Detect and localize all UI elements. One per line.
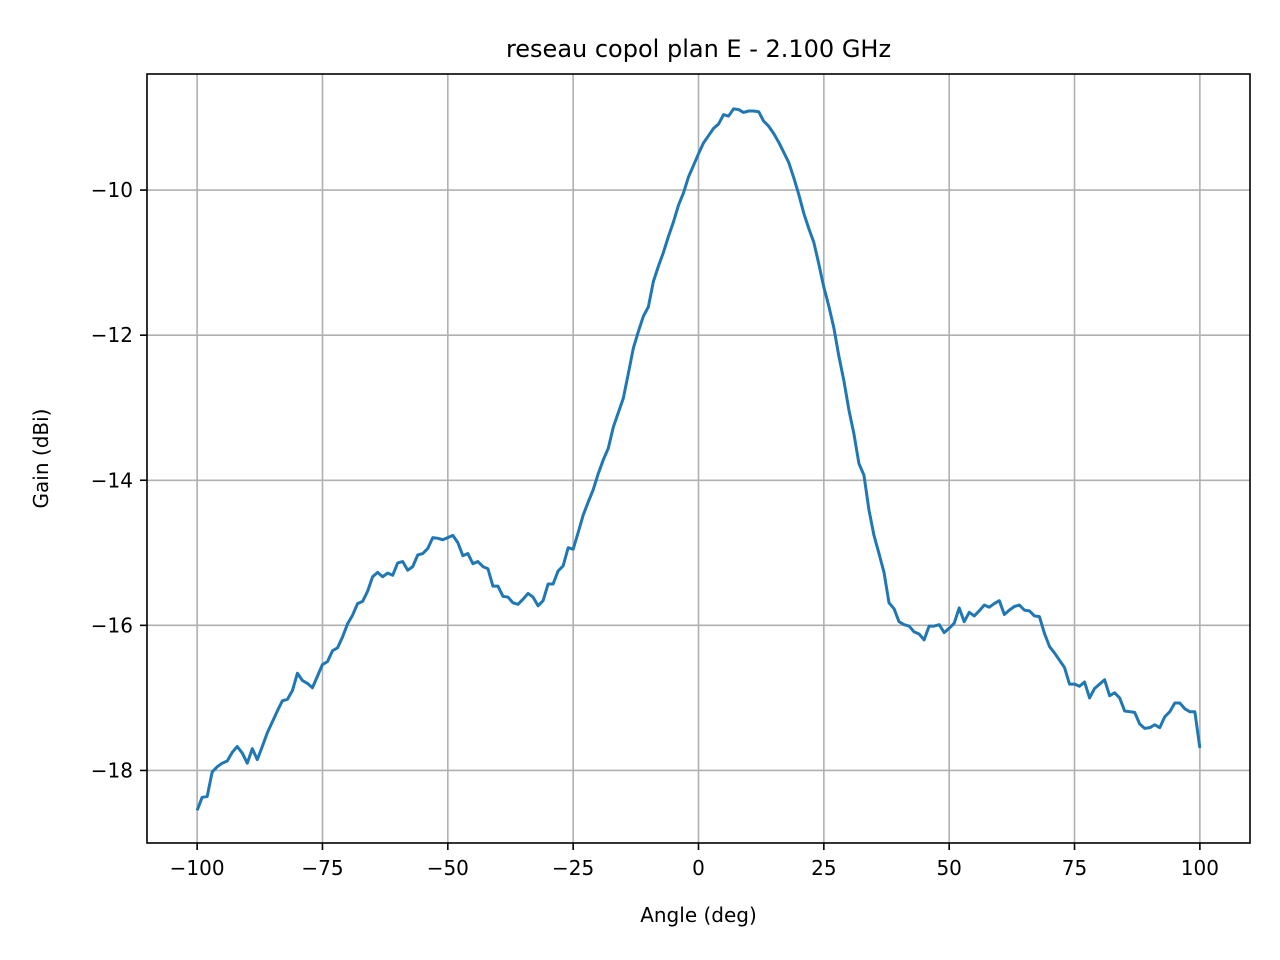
y-tick-label: −10 bbox=[91, 178, 133, 202]
x-axis: −100 −75 −50 −25 0 25 50 75 100 bbox=[170, 843, 1219, 880]
x-tick-label: −50 bbox=[427, 856, 469, 880]
x-tick-label: −75 bbox=[301, 856, 343, 880]
x-tick-label: 0 bbox=[692, 856, 705, 880]
x-tick-label: 25 bbox=[811, 856, 836, 880]
x-tick-label: 50 bbox=[936, 856, 961, 880]
chart-title: reseau copol plan E - 2.100 GHz bbox=[506, 35, 891, 63]
y-tick-label: −16 bbox=[91, 613, 133, 637]
series bbox=[195, 107, 1202, 811]
y-axis-label: Gain (dBi) bbox=[29, 409, 53, 509]
x-axis-label: Angle (deg) bbox=[640, 903, 757, 927]
x-tick-label: 75 bbox=[1062, 856, 1087, 880]
grid bbox=[147, 74, 1250, 843]
y-tick-label: −14 bbox=[91, 468, 133, 492]
series-line bbox=[195, 107, 1202, 811]
y-tick-label: −18 bbox=[91, 758, 133, 782]
x-tick-label: 100 bbox=[1181, 856, 1219, 880]
x-tick-label: −100 bbox=[170, 856, 225, 880]
y-tick-label: −12 bbox=[91, 323, 133, 347]
x-tick-label: −25 bbox=[552, 856, 594, 880]
y-axis: −18 −16 −14 −12 −10 bbox=[91, 178, 147, 782]
